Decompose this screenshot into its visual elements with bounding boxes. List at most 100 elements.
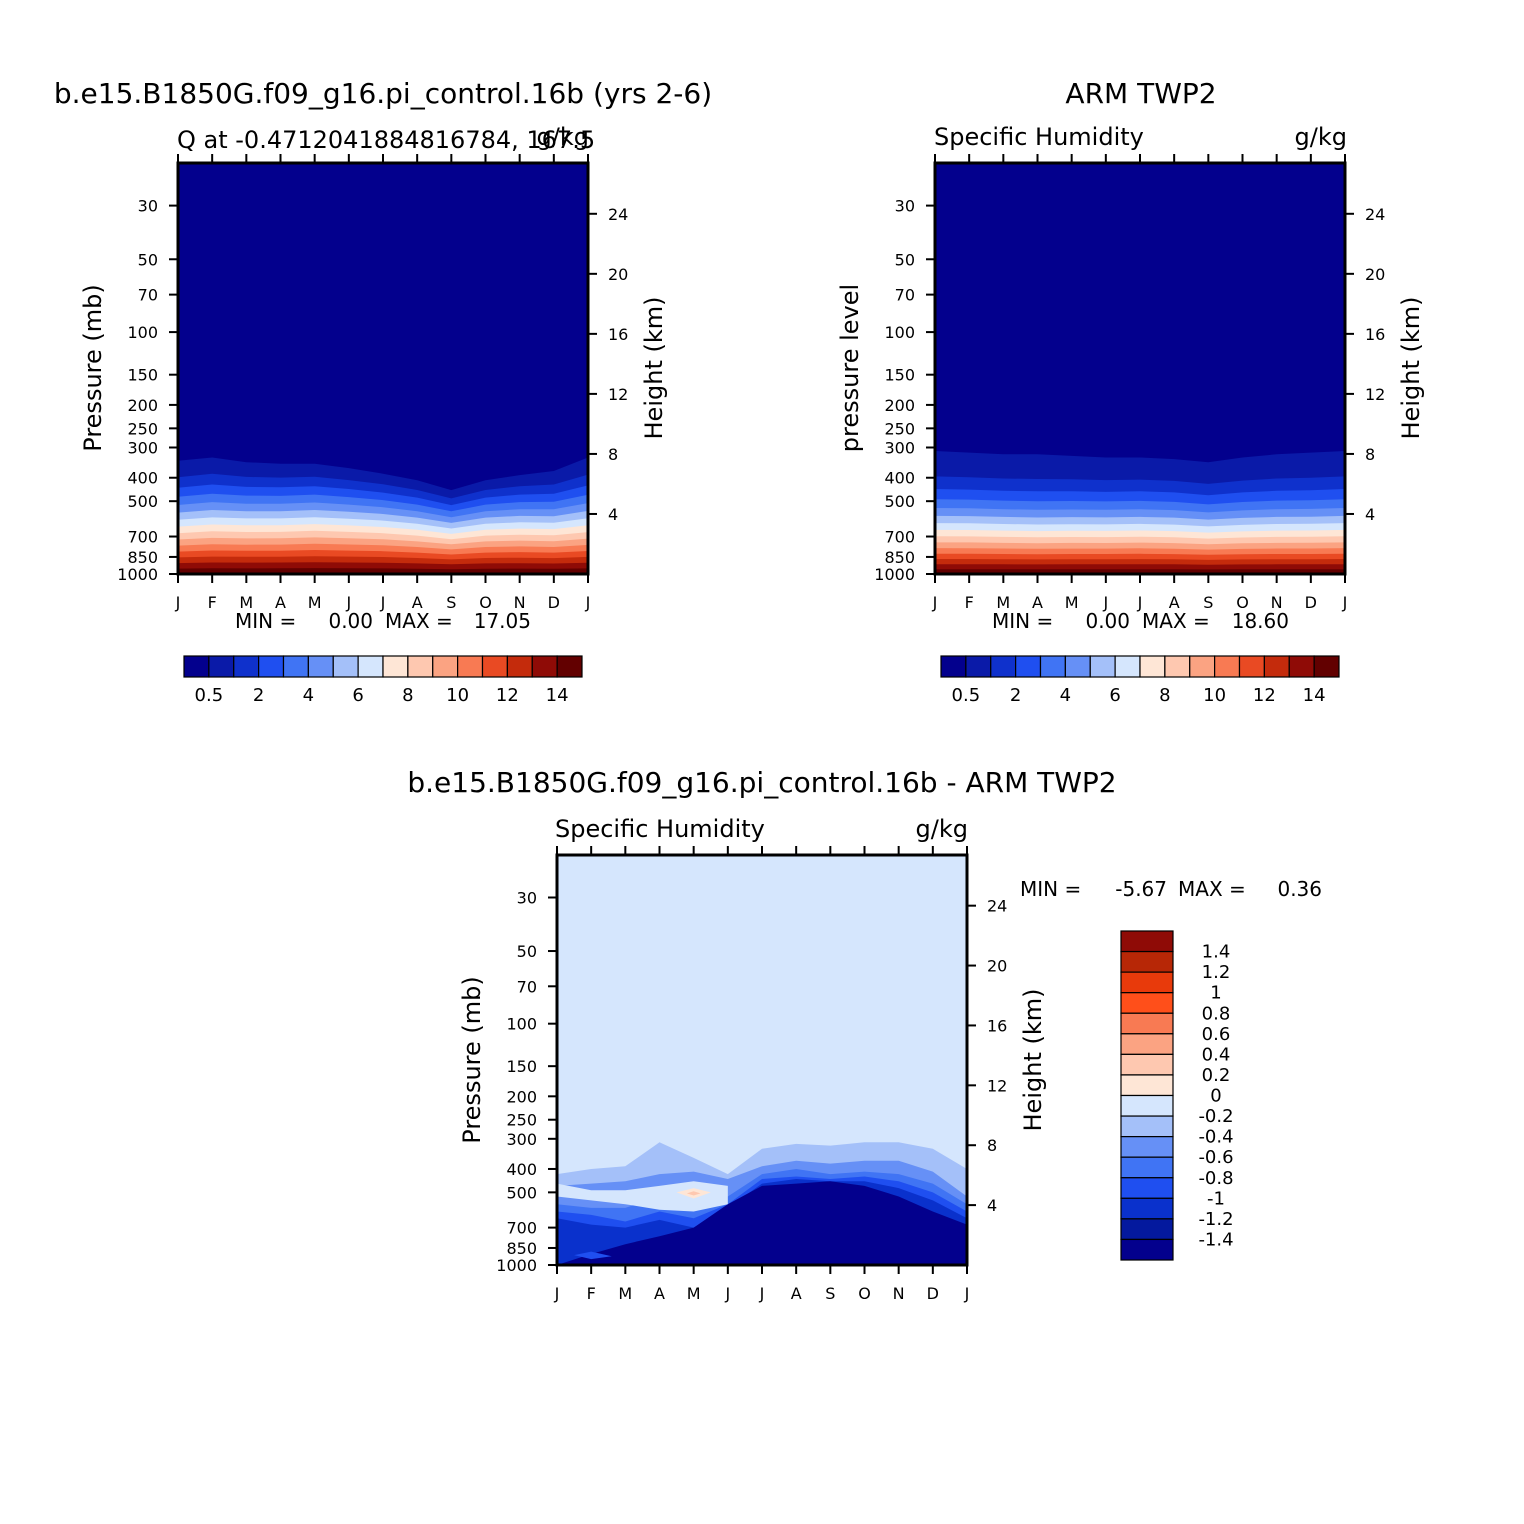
x-tick-label: J (345, 593, 351, 612)
colorbar-tick-label: 8 (402, 685, 413, 706)
x-tick-label: J (932, 593, 938, 612)
colorbar-tick-label: -0.8 (1198, 1168, 1233, 1189)
x-tick-label: O (1236, 593, 1249, 612)
x-tick-label: F (587, 1284, 596, 1303)
colorbar-swatch (432, 655, 459, 678)
y-tick-label: 200 (884, 396, 915, 415)
colorbar-tick-label: 8 (1159, 685, 1170, 706)
near-zero-region (557, 1181, 728, 1212)
panel-title: ARM TWP2 (1065, 77, 1216, 110)
colorbar-swatch (233, 655, 260, 678)
x-tick-label: D (927, 1284, 939, 1303)
colorbar-swatch (332, 655, 359, 678)
y-tick-label: 250 (127, 419, 158, 438)
colorbar-swatch (1120, 1177, 1174, 1199)
colorbar-swatch (1288, 655, 1315, 678)
x-tick-label: A (654, 1284, 665, 1303)
obs-panel: ARM TWP2 Specific Humidity g/kg J F M A M J J A… (836, 77, 1425, 706)
colorbar-tick-label: -1.2 (1198, 1209, 1233, 1230)
min-label: MIN = (235, 609, 296, 633)
colorbar-tick-label: 10 (446, 685, 469, 706)
colorbar-tick-label: 1.4 (1202, 942, 1231, 963)
colorbar-tick-label: 0.5 (952, 685, 981, 706)
panel-title: b.e15.B1850G.f09_g16.pi_control.16b - AR… (407, 766, 1116, 799)
x-tick-label: M (1065, 593, 1079, 612)
colorbar-swatch (1238, 655, 1265, 678)
colorbar-tick-label: 0.6 (1202, 1024, 1231, 1045)
y-tick-label: 70 (517, 977, 537, 996)
height-tick-label: 16 (608, 325, 628, 344)
height-tick-label: 20 (608, 265, 628, 284)
colorbar-tick-label: 0.8 (1202, 1003, 1231, 1024)
y-tick-label: 200 (506, 1087, 537, 1106)
x-tick-label: M (239, 593, 253, 612)
height-tick-label: 16 (1365, 325, 1385, 344)
colorbar-swatch (1214, 655, 1241, 678)
colorbar-tick-label: -0.2 (1198, 1106, 1233, 1127)
x-tick-label: J (724, 1284, 730, 1303)
colorbar-tick-label: 6 (352, 685, 363, 706)
colorbar-swatch (1120, 930, 1174, 953)
colorbar-swatch (556, 655, 583, 678)
y-axis-label: Pressure (mb) (458, 976, 486, 1143)
colorbar-swatch (307, 655, 334, 678)
y-tick-label: 50 (895, 250, 915, 269)
colorbar-swatch (208, 655, 235, 678)
colorbar-tick-label: 2 (1010, 685, 1021, 706)
colorbar-tick-label: 10 (1203, 685, 1226, 706)
colorbar: 1.41.210.80.60.40.20-0.2-0.4-0.6-0.8-1-1… (1120, 930, 1234, 1261)
colorbar-swatch (258, 655, 285, 678)
humidity-field (178, 163, 588, 574)
colorbar-tick-label: 14 (546, 685, 569, 706)
y-tick-label: 700 (884, 528, 915, 547)
colorbar-tick-label: 0.2 (1202, 1065, 1231, 1086)
colorbar-tick-label: -1.4 (1198, 1229, 1233, 1250)
height-tick-label: 20 (987, 957, 1007, 976)
colorbar-swatch (1120, 1053, 1174, 1076)
colorbar-swatch (531, 655, 558, 678)
y-tick-label: 250 (884, 419, 915, 438)
height-tick-label: 12 (608, 385, 628, 404)
y-axis-label: Pressure (mb) (79, 284, 107, 451)
colorbar-swatch (1120, 1136, 1174, 1158)
x-tick-label: O (479, 593, 492, 612)
colorbar-swatch (506, 655, 533, 678)
y-tick-label: 200 (127, 396, 158, 415)
colorbar: 0.5 2 4 6 8 10 12 14 (183, 655, 583, 706)
colorbar: 0.5 2 4 6 8 10 12 14 (940, 655, 1340, 706)
height-tick-label: 12 (1365, 385, 1385, 404)
x-tick-label: N (1271, 593, 1283, 612)
height-tick-label: 4 (987, 1196, 997, 1215)
panel-subtitle-right: g/kg (1295, 123, 1347, 151)
height-tick-label: 4 (608, 505, 618, 524)
colorbar-tick-label: 14 (1303, 685, 1326, 706)
panel-subtitle-left: Q at -0.4712041884816784, 167.5 (177, 126, 595, 154)
min-value: -5.67 (1115, 877, 1167, 901)
max-label: MAX = (1178, 877, 1246, 901)
x-tick-label: D (548, 593, 560, 612)
y-tick-label: 30 (895, 197, 915, 216)
x-tick-label: J (1137, 593, 1143, 612)
colorbar-swatch (1120, 1074, 1174, 1097)
colorbar-swatch (1120, 992, 1174, 1014)
panel-subtitle-right: g/kg (537, 123, 589, 151)
y-tick-label: 300 (884, 439, 915, 458)
colorbar-swatch (1089, 655, 1116, 678)
y-tick-label: 850 (884, 548, 915, 567)
height-tick-label: 16 (987, 1016, 1007, 1035)
colorbar-tick-label: 6 (1109, 685, 1120, 706)
colorbar-tick-label: -0.4 (1198, 1127, 1233, 1148)
x-tick-label: S (1203, 593, 1213, 612)
x-tick-label: J (175, 593, 181, 612)
y-tick-label: 400 (506, 1160, 537, 1179)
surface-patch (574, 1251, 612, 1260)
y-tick-label: 1000 (874, 565, 915, 584)
panel-subtitle-left: Specific Humidity (555, 815, 765, 843)
difference-panel: b.e15.B1850G.f09_g16.pi_control.16b - AR… (407, 766, 1322, 1303)
colorbar-swatch (382, 655, 409, 678)
colorbar-swatch (965, 655, 992, 678)
height-tick-label: 8 (608, 445, 618, 464)
x-tick-label: A (791, 1284, 802, 1303)
